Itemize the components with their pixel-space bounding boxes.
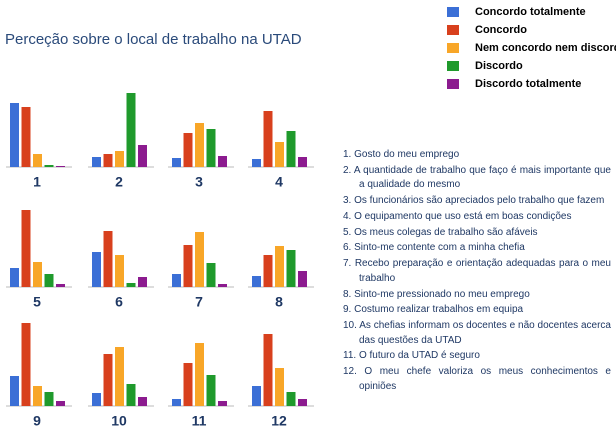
bar [103,231,113,287]
legend-swatch [447,43,459,53]
legend-label: Nem concordo nem discordo [475,42,616,54]
bar [33,154,42,167]
legend-swatch [447,7,459,17]
bar [183,245,193,287]
bar [195,343,204,406]
bar [183,363,193,406]
bar [286,392,296,406]
bar [275,368,284,406]
bar [126,283,136,287]
bar [138,397,147,406]
legend-swatch [447,79,459,89]
x-tick-label: 5 [33,294,41,310]
bar [172,399,181,406]
bar [21,107,31,167]
x-tick-label: 9 [33,413,41,429]
x-tick-label: 8 [275,294,283,310]
statement-list: 1. Gosto do meu emprego 2. A quantidade d… [343,148,611,396]
bar [56,166,65,167]
bar [92,157,101,167]
statement: 3. Os funcionários são apreciados pelo t… [343,195,605,207]
bar [218,401,227,406]
bar [218,156,227,167]
x-tick-label: 1 [33,174,41,190]
x-tick-label: 12 [271,413,287,429]
bar [172,274,181,287]
bar [172,158,181,167]
bar [263,255,273,287]
bar [298,157,307,167]
bar [33,262,42,287]
bar [206,375,216,406]
bar [298,271,307,287]
bar [195,123,204,167]
statement: 12. O meu chefe valoriza os meus conheci… [343,366,611,392]
bar [115,255,124,287]
statement: 7. Recebo preparação e orientação adequa… [343,258,611,284]
bar [195,232,204,287]
bar [44,165,54,167]
bar [252,386,261,406]
bar [103,154,113,167]
x-tick-label: 4 [275,174,283,190]
statement: 4. O equipamento que uso está em boas co… [343,210,572,222]
bar [263,334,273,406]
bar [126,93,136,167]
statement: 5. Os meus colegas de trabalho são afáve… [343,226,538,238]
bar [275,246,284,287]
bar [33,386,42,406]
bar [10,103,19,167]
bar [183,133,193,167]
statement: 2. A quantidade de trabalho que faço é m… [343,164,611,191]
bar [206,129,216,167]
bar [92,393,101,406]
bar [56,401,65,406]
bar [252,159,261,167]
x-tick-label: 11 [192,413,207,429]
x-tick-label: 7 [195,294,203,310]
bar [206,263,216,287]
bar [138,145,147,167]
statement: 10. As chefias informam os docentes e nã… [343,320,611,346]
bar [126,384,136,406]
bar [275,142,284,167]
bar [103,354,113,406]
bar [115,347,124,406]
statement: 11. O futuro da UTAD é seguro [343,350,480,362]
x-tick-label: 6 [115,294,123,310]
bar [21,210,31,287]
bar [56,284,65,287]
bar [286,131,296,167]
bar [92,252,101,287]
statement: 8. Sinto-me pressionado no meu emprego [343,288,530,300]
legend-label: Discordo totalmente [475,78,581,90]
legend-swatch [447,61,459,71]
x-tick-label: 3 [195,174,203,190]
statement: 1. Gosto do meu emprego [343,149,460,160]
statement: 9. Costumo realizar trabalhos em equipa [343,304,524,316]
bar [10,376,19,406]
legend-label: Discordo [475,60,523,72]
bar [298,399,307,406]
bar [218,284,227,287]
statement: 6. Sinto-me contente com a minha chefia [343,242,525,254]
bar [286,250,296,287]
bar [263,111,273,167]
legend-label: Concordo totalmente [475,6,586,18]
x-tick-label: 2 [115,174,123,190]
bar [252,276,261,287]
chart-title: Perceção sobre o local de trabalho na UT… [5,31,302,48]
legend-swatch [447,25,459,35]
bar [10,268,19,287]
bar [44,392,54,406]
bar [21,323,31,406]
x-tick-label: 10 [111,413,127,429]
bar [138,277,147,287]
legend-label: Concordo [475,24,527,36]
bar [115,151,124,167]
bar [44,274,54,287]
